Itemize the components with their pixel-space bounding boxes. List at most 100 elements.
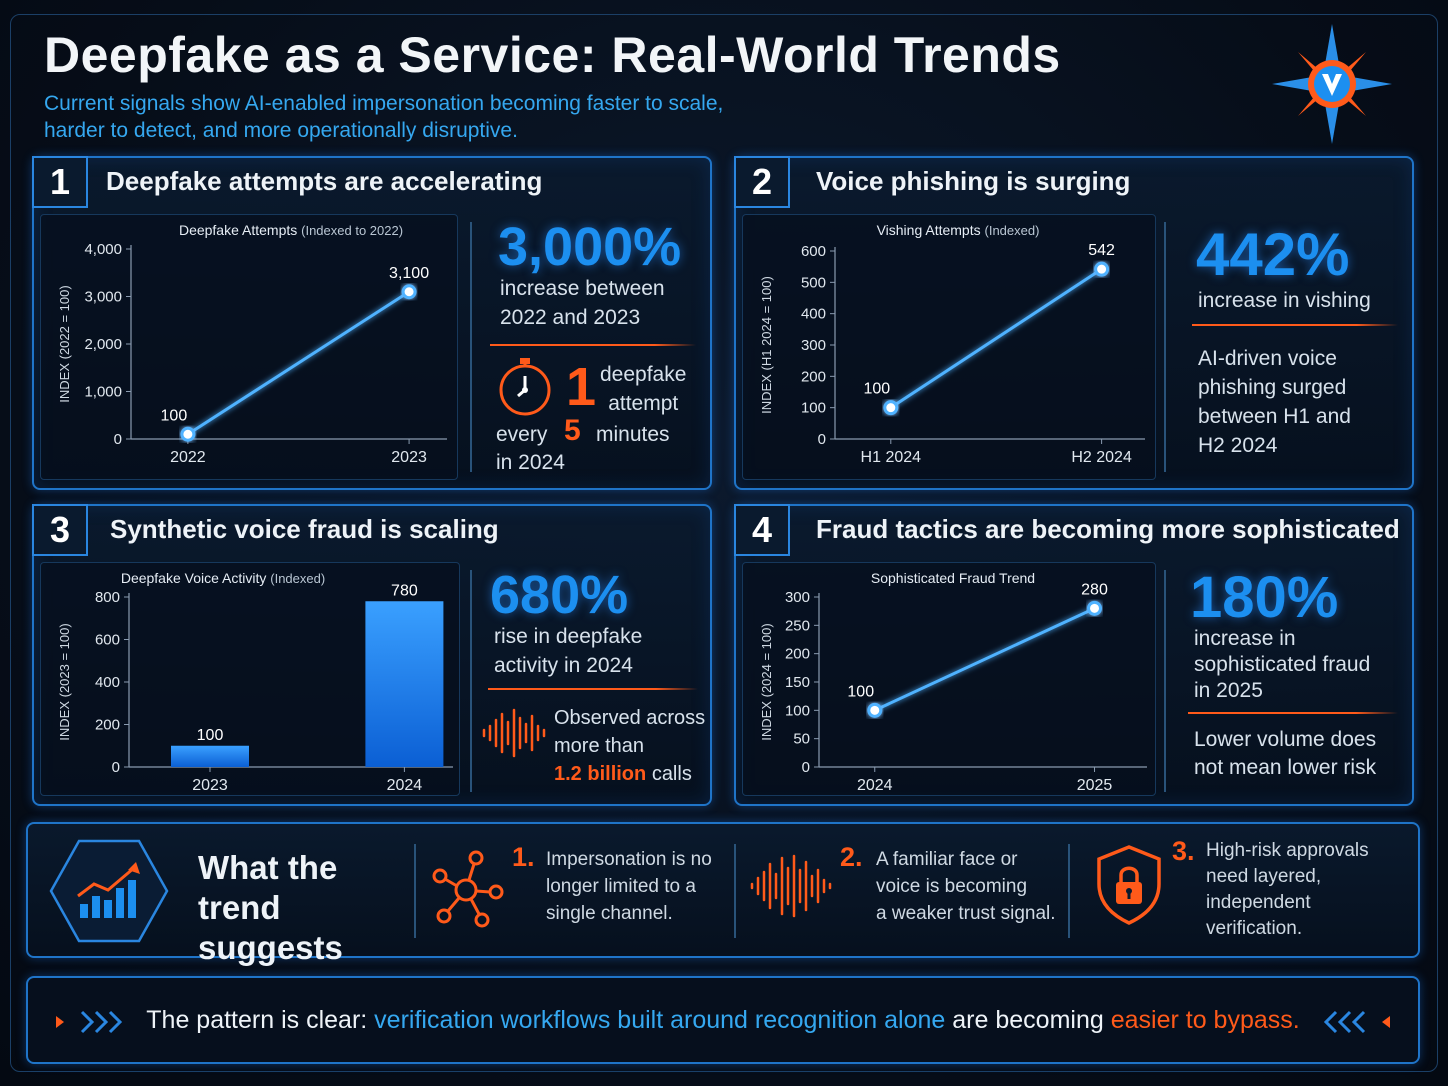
x-tick-label: 2024 (857, 777, 893, 794)
panel-title: Fraud tactics are becoming more sophisti… (816, 514, 1400, 544)
stat-description: increase in vishing (1198, 289, 1371, 312)
chart-area: Deepfake Voice Activity (Indexed) INDEX (… (40, 562, 460, 796)
trend-suggestions-bar: What the trend suggests 1. Impersonation… (26, 822, 1420, 966)
panel-number: 2 (734, 156, 790, 208)
chart-title-suffix: (Indexed to 2022) (301, 223, 403, 238)
divider (490, 344, 696, 346)
data-label: 780 (391, 582, 418, 599)
divider (1068, 844, 1070, 938)
outer-frame (10, 14, 1438, 1072)
data-label: 100 (161, 407, 188, 424)
x-tick-label: 2023 (391, 449, 427, 466)
data-point (180, 426, 196, 442)
data-point (401, 284, 417, 300)
y-tick-label: 500 (801, 274, 826, 291)
chart-title: Vishing Attempts (Indexed) (877, 222, 1040, 238)
stat-line-2: activity in 2024 (494, 654, 633, 677)
deepfake-attempts-chart: Deepfake Attempts (Indexed to 2022) INDEX… (57, 222, 447, 466)
stat-value: 180% (1190, 565, 1339, 630)
fraud-trend-chart: Sophisticated Fraud Trend INDEX (2024 = 1… (759, 570, 1147, 794)
voice-activity-chart: Deepfake Voice Activity (Indexed) INDEX (… (57, 570, 453, 794)
x-tick-label: 2024 (387, 777, 423, 794)
y-tick-label: 250 (785, 617, 810, 634)
frequency-word-2: attempt (608, 392, 679, 415)
chart-area: Deepfake Attempts (Indexed to 2022) INDEX… (40, 214, 458, 480)
stat-line-1: rise in deepfake (494, 625, 643, 648)
suggestion-line: need layered, (1206, 866, 1322, 887)
y-tick-label: 4,000 (84, 241, 122, 258)
data-label: 100 (847, 683, 874, 700)
data-point (1087, 600, 1103, 616)
stat-line-2: 2022 and 2023 (500, 306, 641, 329)
detail-line: phishing surged (1198, 376, 1347, 399)
panel-deepfake-attempts: 1 Deepfake attempts are accelerating Dee… (32, 156, 712, 490)
y-axis-label: INDEX (2023 = 100) (57, 623, 72, 740)
suggestion-line: High-risk approvals (1206, 840, 1369, 861)
suggestion-line: voice is becoming (876, 876, 1028, 897)
detail-line: AI-driven voice (1198, 347, 1337, 370)
panel-title: Voice phishing is surging (816, 166, 1131, 196)
y-axis-label: INDEX (2022 = 100) (57, 285, 72, 402)
vishing-attempts-chart: Vishing Attempts (Indexed) INDEX (H1 2024… (759, 222, 1145, 466)
divider (1188, 712, 1398, 714)
divider (470, 570, 472, 792)
calls-detail: Observed across more than 1.2 billion ca… (554, 704, 705, 788)
suggestion-number: 3. (1172, 836, 1195, 866)
y-tick-label: 150 (785, 674, 810, 691)
stat-value: 680% (490, 565, 629, 625)
series-line (889, 267, 1103, 409)
chart-area: Vishing Attempts (Indexed) INDEX (H1 2024… (742, 214, 1156, 480)
stopwatch-icon (499, 358, 551, 416)
footer-orange: easier to bypass. (1110, 1006, 1300, 1034)
calls-tail: calls (651, 763, 692, 785)
stat-value: 3,000% (498, 217, 682, 277)
footer-banner: The pattern is clear: verification workf… (26, 976, 1420, 1064)
detail-line: Lower volume does (1194, 728, 1377, 751)
y-tick-label: 200 (785, 646, 810, 663)
y-axis-label: INDEX (2024 = 100) (759, 623, 774, 740)
calls-line-2: more than (554, 735, 645, 757)
x-tick-label: H2 2024 (1071, 449, 1132, 466)
subtitle-line-1: Current signals show AI-enabled imperson… (44, 92, 724, 115)
calls-line-3: 1.2 billion calls (554, 760, 705, 788)
panel-voice-phishing: 2 Voice phishing is surging Vishing Atte… (734, 156, 1414, 490)
chart-title: Sophisticated Fraud Trend (871, 570, 1035, 586)
y-tick-label: 3,000 (84, 289, 122, 306)
stat-line-3: in 2025 (1194, 679, 1263, 702)
suggestion-line: A familiar face or (876, 849, 1018, 870)
suggestion-number: 2. (840, 842, 863, 872)
sound-wave-icon (482, 708, 546, 758)
stat-line-1: increase between (500, 277, 665, 300)
y-tick-label: 400 (95, 674, 120, 691)
frequency-five: 5 (564, 414, 581, 447)
frequency-number: 1 (566, 357, 597, 417)
page-title: Deepfake as a Service: Real-World Trends (44, 27, 1061, 83)
trend-chart-icon (49, 839, 169, 943)
divider (1192, 324, 1398, 326)
suggest-title: What the trend suggests (198, 848, 418, 968)
y-tick-label: 100 (785, 702, 810, 719)
divider (734, 844, 736, 938)
chart-title-suffix: (Indexed) (270, 571, 325, 586)
calls-highlight: 1.2 billion (554, 763, 647, 785)
suggestion-line: a weaker trust signal. (876, 903, 1056, 924)
y-tick-label: 0 (818, 431, 826, 448)
detail-line: not mean lower risk (1194, 756, 1377, 779)
divider (414, 844, 416, 938)
suggestion-number: 1. (512, 842, 535, 872)
panel-title: Deepfake attempts are accelerating (106, 166, 543, 196)
data-point (867, 702, 883, 718)
y-tick-label: 300 (785, 589, 810, 606)
subtitle-line-2: harder to detect, and more operationally… (44, 119, 518, 142)
suggestion-line: verification. (1206, 918, 1303, 939)
y-tick-label: 200 (95, 717, 120, 734)
y-tick-label: 300 (801, 337, 826, 354)
suggest-title-line-1: What the (198, 849, 338, 886)
detail-line: H2 2024 (1198, 434, 1278, 457)
compass-logo-icon (1272, 24, 1392, 144)
x-tick-label: 2022 (170, 449, 206, 466)
data-label: 280 (1081, 581, 1108, 598)
y-tick-label: 100 (801, 400, 826, 417)
y-tick-label: 800 (95, 589, 120, 606)
stat-description: increase between 2022 and 2023 (500, 274, 665, 332)
